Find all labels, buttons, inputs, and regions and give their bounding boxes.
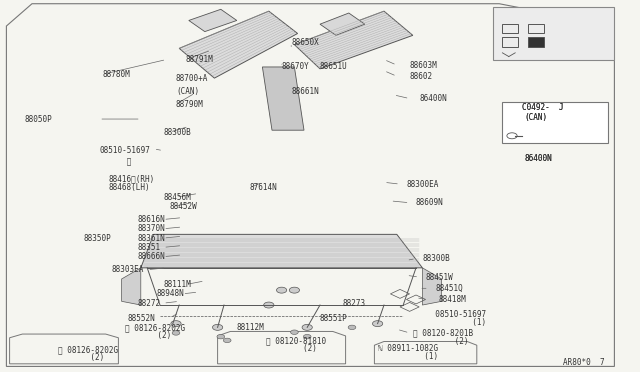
Text: 88050P: 88050P	[24, 115, 52, 124]
Polygon shape	[262, 67, 304, 130]
Text: 88273: 88273	[342, 299, 365, 308]
Circle shape	[302, 324, 312, 330]
Polygon shape	[422, 268, 442, 305]
Bar	[502, 37, 518, 46]
Bar	[502, 102, 608, 143]
Text: (2): (2)	[58, 353, 104, 362]
Circle shape	[348, 325, 356, 330]
Text: Ⓑ 08126-8202G: Ⓑ 08126-8202G	[58, 345, 118, 354]
Circle shape	[372, 321, 383, 327]
Polygon shape	[179, 11, 298, 78]
Bar	[528, 24, 544, 33]
Text: 88780M: 88780M	[102, 70, 130, 79]
Text: 88300B: 88300B	[422, 254, 450, 263]
Text: 88452W: 88452W	[170, 202, 197, 211]
Text: ℕ 08911-1082G: ℕ 08911-1082G	[378, 344, 438, 353]
Text: 88451W: 88451W	[426, 273, 453, 282]
Text: (2): (2)	[413, 337, 468, 346]
Circle shape	[289, 287, 300, 293]
Text: Ⓑ 08120-81810: Ⓑ 08120-81810	[266, 336, 326, 345]
Text: 88791M: 88791M	[186, 55, 213, 64]
Text: 88468(LH): 88468(LH)	[109, 183, 150, 192]
Text: (CAN): (CAN)	[525, 113, 548, 122]
Circle shape	[276, 287, 287, 293]
Circle shape	[212, 324, 223, 330]
Text: 88451Q: 88451Q	[435, 284, 463, 293]
Text: 88650X: 88650X	[291, 38, 319, 47]
Circle shape	[303, 334, 311, 339]
Circle shape	[223, 338, 231, 343]
Text: 88370N: 88370N	[138, 224, 165, 233]
Circle shape	[171, 321, 181, 327]
Text: (1): (1)	[426, 318, 486, 327]
Text: 86400N: 86400N	[525, 154, 552, 163]
Bar	[528, 37, 544, 46]
Text: (CAN): (CAN)	[525, 113, 548, 122]
Text: 88303EA: 88303EA	[112, 265, 145, 274]
Text: 87614N: 87614N	[250, 183, 277, 192]
Text: 88616N: 88616N	[138, 215, 165, 224]
Text: 88790M: 88790M	[176, 100, 204, 109]
Text: 88552N: 88552N	[128, 314, 156, 323]
Text: 88112M: 88112M	[237, 323, 264, 332]
Text: 88350P: 88350P	[83, 234, 111, 243]
Text: (CAN): (CAN)	[176, 87, 199, 96]
Text: 88300B: 88300B	[163, 128, 191, 137]
Text: 88609N: 88609N	[416, 198, 444, 207]
Text: 88272: 88272	[138, 299, 161, 308]
Text: 08510-51697: 08510-51697	[99, 146, 150, 155]
Bar	[502, 24, 518, 33]
Text: 88456M: 88456M	[163, 193, 191, 202]
Text: 88361N: 88361N	[138, 234, 165, 243]
Polygon shape	[189, 9, 237, 32]
Text: AR80*0  7: AR80*0 7	[563, 358, 605, 367]
Circle shape	[217, 334, 225, 339]
Circle shape	[172, 331, 180, 335]
Text: 88551P: 88551P	[320, 314, 348, 323]
Text: 88300EA: 88300EA	[406, 180, 439, 189]
Text: 88651U: 88651U	[320, 62, 348, 71]
Text: 88111M: 88111M	[163, 280, 191, 289]
Text: C0492-  J: C0492- J	[522, 103, 563, 112]
Text: 88666N: 88666N	[138, 252, 165, 261]
Text: Ⓑ 08126-8202G: Ⓑ 08126-8202G	[125, 323, 185, 332]
Text: C0492-  J: C0492- J	[522, 103, 563, 112]
Text: 88603M: 88603M	[410, 61, 437, 70]
Text: 88948N: 88948N	[157, 289, 184, 298]
Text: 88602: 88602	[410, 72, 433, 81]
Text: 08510-51697: 08510-51697	[426, 310, 486, 319]
Circle shape	[291, 330, 298, 334]
Text: 88670Y: 88670Y	[282, 62, 309, 71]
Circle shape	[264, 302, 274, 308]
Text: (2): (2)	[125, 331, 171, 340]
Polygon shape	[294, 11, 413, 69]
Text: Ⓑ 08120-8201B: Ⓑ 08120-8201B	[413, 328, 473, 337]
Polygon shape	[122, 268, 141, 305]
Text: 88418M: 88418M	[438, 295, 466, 304]
Text: 86400N: 86400N	[419, 94, 447, 103]
Text: 88351: 88351	[138, 243, 161, 252]
Text: 86400N: 86400N	[525, 154, 552, 163]
Polygon shape	[141, 234, 422, 268]
Text: 88700+A: 88700+A	[176, 74, 209, 83]
Text: 88416　(RH): 88416 (RH)	[109, 174, 155, 183]
Polygon shape	[320, 13, 365, 35]
Text: ①: ①	[99, 157, 132, 166]
Bar	[493, 7, 614, 60]
Text: 88661N: 88661N	[291, 87, 319, 96]
Text: (1): (1)	[378, 352, 438, 360]
Text: (2): (2)	[266, 344, 316, 353]
